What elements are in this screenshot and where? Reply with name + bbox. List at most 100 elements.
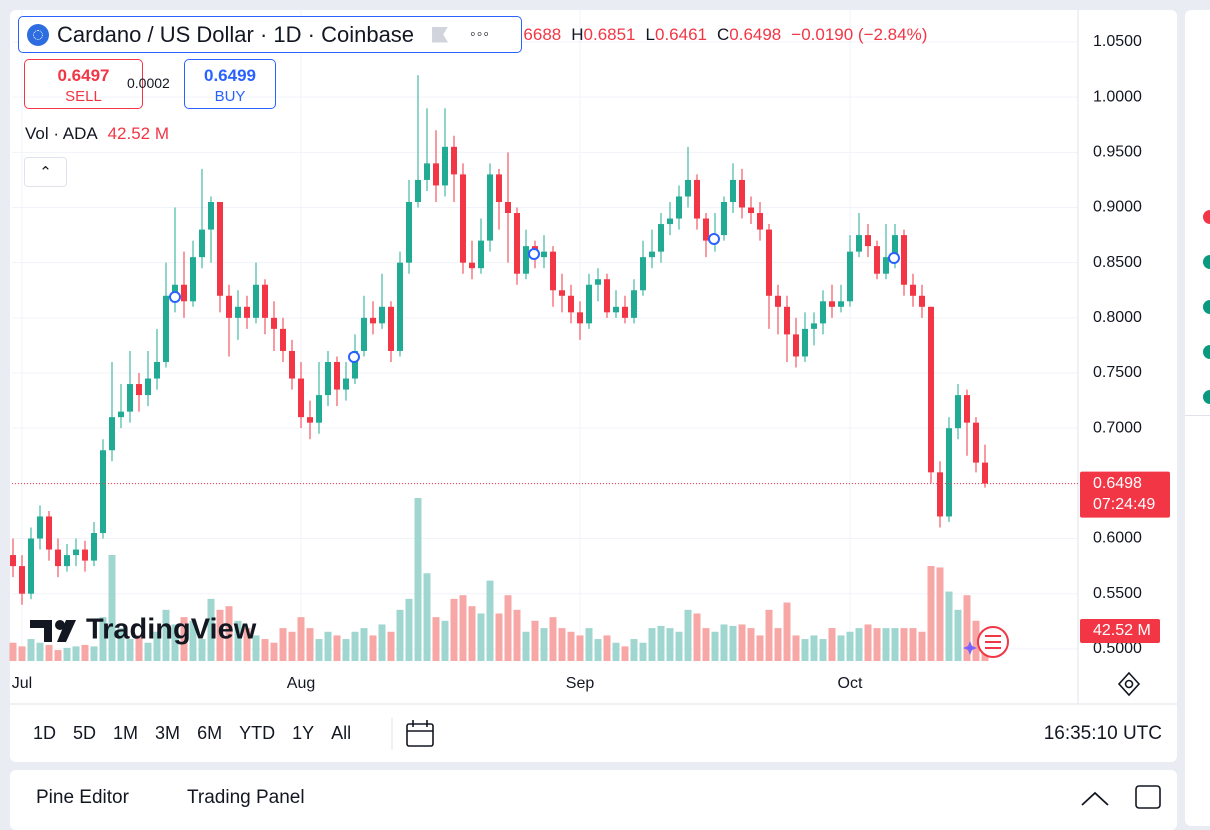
price-axis: 0.50000.55000.60000.65000.70000.75000.80… — [12, 33, 1170, 692]
timeframe-button[interactable]: 5D — [73, 723, 97, 743]
candle-body — [172, 284, 178, 296]
candle-body — [469, 262, 475, 269]
maximize-icon[interactable] — [1135, 785, 1161, 809]
candle-body — [604, 279, 610, 313]
volume-bar — [360, 628, 368, 661]
candle-body — [748, 207, 754, 214]
more-button[interactable]: ◦◦◦ — [470, 25, 491, 43]
volume-bar — [639, 642, 647, 661]
candle-body — [964, 395, 970, 423]
volume-tag — [1080, 619, 1160, 643]
candle-body — [370, 317, 376, 324]
volume-bar — [927, 565, 935, 661]
y-tick-label: 0.7500 — [1093, 364, 1142, 381]
candle-body — [37, 516, 43, 539]
volume-bar — [396, 609, 404, 661]
candle-body — [811, 323, 817, 329]
candle-body — [442, 146, 448, 186]
timeframe-button[interactable]: 1M — [113, 723, 139, 743]
candle-body — [496, 174, 502, 202]
settings-icon[interactable] — [1117, 671, 1141, 697]
timeframe-button[interactable]: All — [331, 723, 352, 743]
candle-body — [946, 428, 952, 517]
candle-body — [109, 417, 115, 451]
timeframe-button[interactable]: 1D — [33, 723, 57, 743]
volume-bar — [81, 644, 89, 661]
watermark-logo — [30, 620, 52, 642]
symbol-icon — [33, 29, 43, 40]
candle-body — [46, 516, 52, 550]
volume-bar — [9, 642, 17, 661]
flag-toggle[interactable] — [432, 26, 449, 43]
y-tick-label: 0.6000 — [1093, 530, 1142, 547]
candle-body — [244, 306, 250, 318]
candle-body — [100, 450, 106, 534]
event-marker[interactable] — [169, 291, 181, 303]
watermark-text: TradingView — [86, 614, 257, 646]
volume-bar — [774, 628, 782, 661]
candle-body — [838, 301, 844, 307]
symbol-icon — [27, 23, 49, 46]
volume-bar — [99, 617, 107, 661]
date-range-icon[interactable] — [406, 720, 434, 747]
news-icon — [963, 626, 1009, 658]
settings-icon[interactable] — [1117, 671, 1141, 697]
collapse-legend-button[interactable]: ⌃ — [24, 157, 67, 187]
volume-bar — [936, 567, 944, 661]
event-markers — [169, 233, 900, 363]
candle-body — [433, 163, 439, 186]
candle-body — [289, 350, 295, 379]
volume-bar — [216, 609, 224, 661]
volume-bar — [459, 595, 467, 661]
event-marker[interactable] — [888, 252, 900, 264]
calendar-icon[interactable] — [406, 723, 434, 747]
sell-price: 0.6497 — [57, 66, 110, 85]
candle-body — [595, 279, 601, 285]
volume-bar — [477, 613, 485, 661]
candle-body — [361, 317, 367, 351]
candle-body — [424, 163, 430, 180]
timeframe-button[interactable]: 1Y — [292, 723, 315, 743]
spread: 0.0002 — [127, 75, 170, 91]
volume-pane — [9, 498, 989, 661]
price-tag-value: 0.6498 — [1093, 475, 1142, 492]
volume-tag-value: 42.52 M — [1093, 622, 1151, 639]
candles — [10, 75, 988, 605]
candle-body — [145, 378, 151, 396]
volume-bar — [486, 580, 494, 661]
candle-body — [577, 312, 583, 324]
candle-body — [280, 328, 286, 351]
volume-bar — [513, 609, 521, 661]
bottom-tab[interactable]: Trading Panel — [187, 787, 305, 808]
buy-button[interactable]: 0.6499 BUY — [184, 59, 276, 109]
x-tick-label: Aug — [287, 675, 315, 692]
event-marker[interactable] — [528, 248, 540, 260]
candle-body — [739, 179, 745, 208]
volume-bar — [378, 624, 386, 661]
collapse-icon[interactable] — [1081, 791, 1109, 806]
candle-body — [721, 201, 727, 236]
volume-bar — [207, 598, 215, 661]
x-tick-label: Sep — [566, 675, 595, 692]
volume-bar — [648, 628, 656, 661]
event-marker[interactable] — [708, 233, 720, 245]
volume-bar — [729, 625, 737, 661]
volume-bar — [288, 631, 296, 661]
y-tick-label: 1.0000 — [1093, 88, 1142, 105]
candle-body — [793, 334, 799, 357]
timeframe-button[interactable]: 6M — [197, 723, 223, 743]
event-marker[interactable] — [348, 351, 360, 363]
volume-bar — [558, 628, 566, 661]
symbol-box[interactable]: Cardano / US Dollar · 1D · Coinbase ◦◦◦ — [18, 16, 522, 53]
volume-bar — [675, 631, 683, 661]
sell-button[interactable]: 0.6497 SELL — [24, 59, 143, 109]
timeframe-button[interactable]: 3M — [155, 723, 181, 743]
bottom-tab[interactable]: Pine Editor — [36, 787, 129, 808]
ohlc-value: 0.6688 — [509, 25, 562, 44]
timeframe-button[interactable]: YTD — [239, 723, 276, 743]
candle-body — [766, 229, 772, 296]
volume-bar — [351, 631, 359, 661]
volume-bar — [783, 602, 791, 661]
candle-body — [190, 257, 196, 302]
volume-bar — [189, 620, 197, 661]
